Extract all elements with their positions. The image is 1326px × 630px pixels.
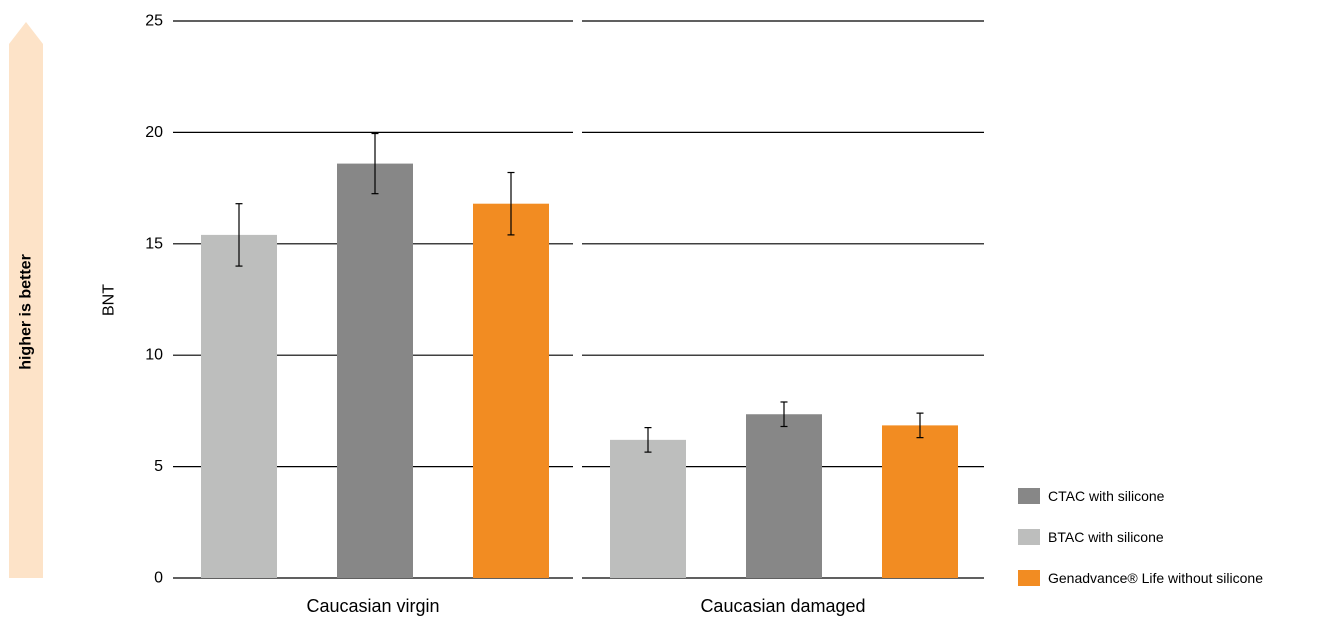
- gridlines: [173, 20, 984, 579]
- higher-is-better-arrow: higher is better: [9, 22, 43, 578]
- y-tick-label: 15: [145, 235, 163, 252]
- y-axis-label: BNT: [101, 284, 118, 316]
- y-axis-ticks: 0 5 10 15 20 25: [145, 13, 163, 587]
- y-tick-label: 5: [154, 458, 163, 475]
- up-arrow-icon: [9, 22, 43, 578]
- legend-label: Genadvance® Life without silicone: [1048, 570, 1263, 586]
- bar: [882, 425, 958, 578]
- bar: [337, 163, 413, 579]
- bars: [201, 163, 958, 579]
- bar: [473, 203, 549, 579]
- error-bars: [235, 132, 924, 453]
- y-tick-label: 25: [145, 13, 163, 30]
- bar: [201, 234, 277, 578]
- legend-swatch: [1018, 488, 1040, 504]
- legend-swatch: [1018, 529, 1040, 545]
- bar: [610, 439, 686, 578]
- x-category-label: Caucasian virgin: [306, 596, 439, 616]
- y-tick-label: 0: [154, 570, 163, 587]
- legend-label: BTAC with silicone: [1048, 529, 1164, 545]
- y-tick-label: 20: [145, 124, 163, 141]
- x-axis-categories: Caucasian virgin Caucasian damaged: [306, 596, 865, 616]
- bar: [746, 414, 822, 578]
- arrow-label: higher is better: [18, 254, 35, 370]
- x-category-label: Caucasian damaged: [700, 596, 865, 616]
- y-tick-label: 10: [145, 347, 163, 364]
- legend-swatch: [1018, 570, 1040, 586]
- legend: CTAC with silicone BTAC with silicone Gena…: [1018, 488, 1263, 586]
- legend-label: CTAC with silicone: [1048, 488, 1165, 504]
